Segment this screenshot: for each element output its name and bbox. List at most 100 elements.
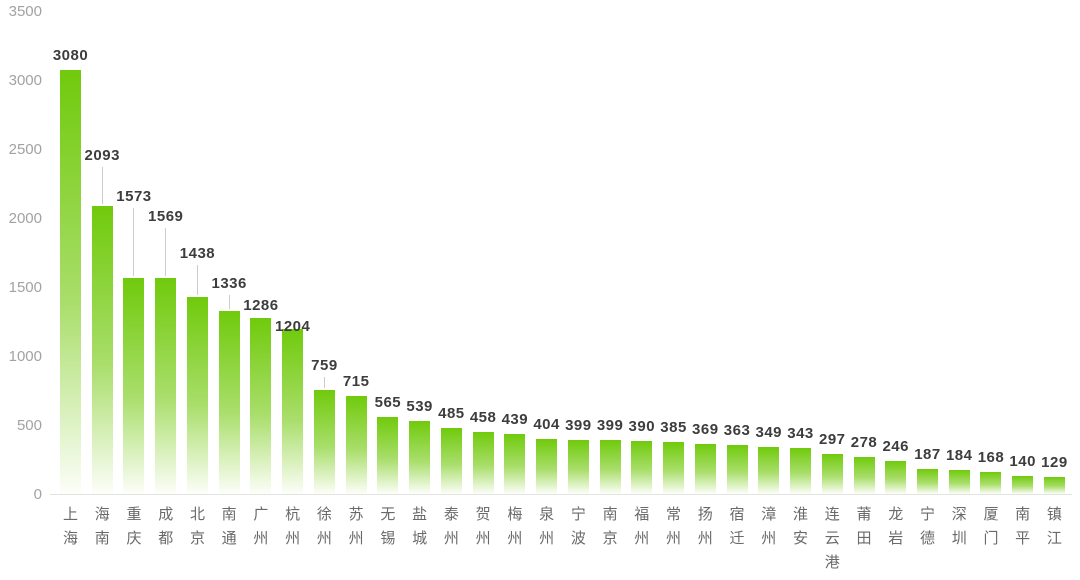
bar[interactable]	[694, 444, 716, 494]
bar-value-label: 458	[469, 408, 497, 426]
category-label: 漳 州	[761, 506, 777, 547]
category-label: 扬 州	[697, 506, 713, 547]
category-label: 连 云 港	[824, 506, 840, 571]
bar[interactable]	[155, 278, 177, 494]
y-axis-tick-label: 2000	[8, 210, 42, 227]
bar[interactable]	[663, 441, 685, 494]
bar-value-label: 349	[755, 423, 783, 441]
bar-value-label: 1204	[274, 318, 311, 335]
label-leader-line	[196, 265, 198, 295]
category-label: 南 京	[602, 506, 618, 547]
bar[interactable]	[186, 296, 208, 494]
bar-value-label: 3080	[52, 46, 89, 64]
category-label: 重 庆	[126, 506, 142, 547]
bar[interactable]	[123, 277, 145, 494]
bar-value-label: 715	[342, 373, 370, 390]
bar-value-label: 404	[533, 416, 560, 434]
bar[interactable]	[345, 396, 367, 494]
bar[interactable]	[91, 206, 113, 494]
category-label: 常 州	[666, 506, 682, 547]
bar-value-label: 1573	[116, 188, 152, 205]
bar-value-label: 1286	[243, 297, 279, 314]
bar-value-label: 297	[818, 431, 846, 448]
bar[interactable]	[567, 439, 589, 494]
bar[interactable]	[472, 431, 494, 494]
category-label: 杭 州	[285, 506, 301, 547]
bar-value-label: 385	[660, 418, 687, 436]
x-axis-baseline	[50, 494, 1072, 495]
bar-value-label: 140	[1009, 452, 1036, 470]
bar-value-label: 168	[977, 448, 1005, 466]
y-axis-tick-label: 500	[16, 417, 42, 434]
bar[interactable]	[250, 317, 272, 494]
category-label: 广 州	[253, 506, 269, 547]
label-leader-line	[101, 167, 103, 205]
bar[interactable]	[758, 446, 780, 494]
bar[interactable]	[218, 310, 240, 494]
bar-value-label: 343	[787, 424, 814, 442]
y-axis-tick-label: 2500	[8, 141, 42, 158]
category-label: 深 圳	[951, 506, 967, 547]
category-label: 泉 州	[539, 506, 555, 547]
bar-value-label: 246	[882, 438, 909, 456]
category-label: 莆 田	[856, 506, 872, 547]
bar-value-label: 759	[311, 357, 338, 374]
category-label: 上 海	[62, 506, 78, 547]
category-label: 泰 州	[443, 506, 459, 547]
bar[interactable]	[948, 469, 970, 494]
category-label: 成 都	[158, 506, 174, 547]
category-label: 海 南	[94, 506, 110, 547]
category-label: 宁 波	[570, 506, 586, 547]
category-label: 厦 门	[983, 506, 999, 547]
category-label: 北 京	[189, 506, 205, 547]
bar[interactable]	[313, 390, 335, 494]
category-label: 福 州	[634, 506, 650, 547]
bar[interactable]	[1012, 475, 1034, 494]
y-axis-tick-label: 3500	[8, 3, 42, 20]
bar-value-label: 1438	[179, 245, 216, 262]
bar[interactable]	[440, 428, 462, 494]
category-label: 淮 安	[793, 506, 809, 547]
bar[interactable]	[853, 456, 875, 494]
bar-value-label: 399	[596, 416, 624, 434]
bar[interactable]	[504, 434, 526, 494]
category-label: 苏 州	[348, 506, 364, 547]
bar-value-label: 399	[565, 416, 592, 434]
y-axis-tick-label: 0	[33, 486, 42, 503]
bar-value-label: 363	[723, 421, 751, 439]
bar-value-label: 1569	[148, 208, 184, 225]
bar[interactable]	[885, 461, 907, 494]
label-leader-line	[133, 208, 135, 276]
label-leader-line	[228, 295, 230, 309]
category-label: 盐 城	[412, 506, 428, 547]
bar[interactable]	[1043, 477, 1065, 494]
bar[interactable]	[377, 417, 399, 494]
bar-value-label: 129	[1041, 454, 1068, 472]
bar[interactable]	[790, 447, 812, 494]
bar[interactable]	[726, 444, 748, 494]
category-label: 宿 迁	[729, 506, 745, 547]
bar[interactable]	[821, 454, 843, 494]
bar[interactable]	[282, 328, 304, 494]
bar[interactable]	[916, 469, 938, 494]
bar-value-label: 278	[850, 433, 878, 451]
bar-value-label: 369	[692, 421, 719, 439]
bar[interactable]	[409, 420, 431, 494]
category-label: 梅 州	[507, 506, 523, 547]
bar[interactable]	[536, 439, 558, 494]
bar[interactable]	[60, 69, 81, 494]
category-label: 镇 江	[1046, 506, 1062, 547]
bar-value-label: 187	[914, 446, 941, 464]
bar[interactable]	[631, 441, 653, 494]
bar[interactable]	[599, 439, 621, 494]
category-label: 贺 州	[475, 506, 491, 547]
bar-value-label: 2093	[84, 147, 120, 164]
y-axis-tick-label: 3000	[8, 72, 42, 89]
bar[interactable]	[980, 471, 1002, 494]
y-axis-tick-label: 1000	[8, 348, 42, 365]
bar-value-label: 1336	[211, 275, 247, 292]
bar-value-label: 539	[406, 397, 433, 415]
bar-value-label: 485	[438, 405, 465, 423]
category-label: 南 通	[221, 506, 237, 547]
